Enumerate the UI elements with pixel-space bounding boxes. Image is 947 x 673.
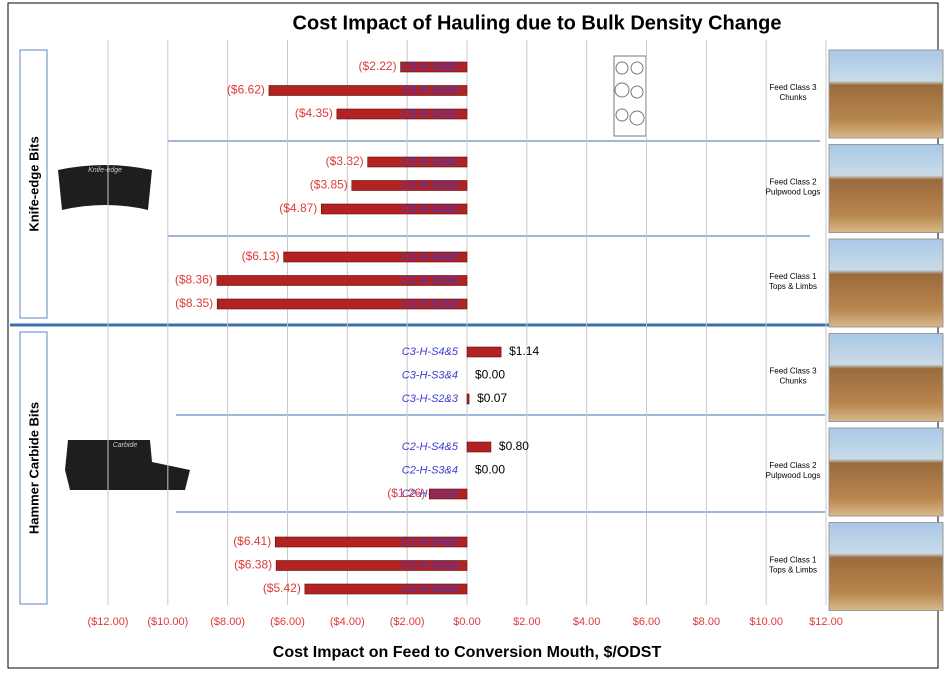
photo	[828, 522, 944, 611]
feed-class-label: Chunks	[779, 93, 806, 102]
value-label: ($3.32)	[326, 154, 364, 168]
bar	[336, 108, 468, 120]
value-label: $1.14	[509, 344, 539, 358]
bar	[466, 346, 502, 358]
x-tick-label: ($6.00)	[270, 616, 305, 628]
category-label: C1-K-S3&4	[402, 274, 458, 286]
group-label: Hammer Carbide Bits	[26, 402, 41, 534]
value-label: ($6.38)	[234, 558, 272, 572]
bar	[321, 203, 468, 215]
value-label: ($4.35)	[295, 106, 333, 120]
category-label: C1-H-S4&5	[402, 536, 459, 548]
feed-class-label: Tops & Limbs	[769, 566, 817, 575]
value-label: ($4.87)	[279, 201, 317, 215]
group-box	[19, 331, 48, 605]
value-label: ($6.13)	[242, 249, 280, 263]
x-tick-label: ($8.00)	[210, 616, 245, 628]
category-label: C3-K-S3&4	[402, 84, 458, 96]
bar	[275, 560, 468, 571]
category-label: C1-H-S2&3	[402, 583, 459, 595]
x-tick-label: $0.00	[453, 616, 481, 628]
feed-class-label: Feed Class 1	[769, 556, 817, 565]
bar	[268, 85, 468, 96]
bar	[367, 156, 468, 168]
x-axis-label: Cost Impact on Feed to Conversion Mouth,…	[273, 644, 662, 661]
value-label: ($6.41)	[233, 534, 271, 548]
value-label: ($8.36)	[175, 273, 213, 287]
category-label: C2-K-S2&3	[402, 203, 459, 215]
bar	[351, 180, 468, 191]
x-tick-label: $6.00	[633, 616, 661, 628]
x-tick-label: ($2.00)	[390, 616, 425, 628]
feed-class-label: Pulpwood Logs	[766, 471, 821, 480]
bar	[216, 275, 468, 286]
photo	[828, 49, 944, 139]
tool-image	[65, 440, 190, 490]
category-label: C3-H-S3&4	[402, 369, 458, 381]
feed-class-label: Chunks	[779, 377, 806, 386]
feed-class-label: Pulpwood Logs	[766, 188, 821, 197]
value-label: ($2.22)	[359, 59, 397, 73]
x-tick-label: $2.00	[513, 616, 541, 628]
bar	[400, 61, 468, 73]
value-label: $0.80	[499, 439, 529, 453]
category-label: C2-H-S2&3	[402, 488, 459, 500]
tool-label: Knife-edge	[88, 167, 122, 174]
bar	[216, 298, 468, 310]
value-label: ($3.85)	[310, 178, 348, 192]
x-tick-label: ($4.00)	[330, 616, 365, 628]
bar	[429, 488, 468, 500]
feed-class-label: Tops & Limbs	[769, 282, 817, 291]
value-label: ($8.35)	[175, 296, 213, 310]
category-label: C2-H-S4&5	[402, 441, 459, 453]
category-label: C2-H-S3&4	[402, 464, 458, 476]
value-label: $0.00	[475, 368, 505, 382]
category-label: C3-K-S4&5	[402, 61, 459, 73]
group-box	[19, 49, 48, 319]
x-tick-label: ($10.00)	[147, 616, 188, 628]
value-label: $0.00	[475, 463, 505, 477]
x-tick-label: $8.00	[693, 616, 721, 628]
category-label: C3-H-S4&5	[402, 346, 459, 358]
category-label: C1-K-S2&3	[402, 298, 459, 310]
category-label: C1-K-S4&5	[402, 251, 459, 263]
bar	[274, 536, 468, 548]
feed-class-label: Feed Class 2	[769, 461, 817, 470]
feed-class-label: Feed Class 3	[769, 367, 817, 376]
category-label: C1-H-S3&4	[402, 559, 458, 571]
photo	[828, 238, 944, 328]
category-label: C3-K-S2&3	[402, 108, 459, 120]
photo	[828, 427, 944, 517]
chunk-icon	[613, 55, 647, 137]
group-label: Knife-edge Bits	[26, 136, 41, 231]
photo	[828, 144, 944, 233]
tool-image	[58, 165, 152, 210]
tool-label: Carbide	[113, 442, 138, 449]
x-tick-label: $12.00	[809, 616, 843, 628]
feed-class-label: Feed Class 2	[769, 178, 817, 187]
value-label: $0.07	[477, 391, 507, 405]
photo	[828, 333, 944, 422]
bar	[466, 393, 470, 405]
bar	[466, 441, 492, 453]
bar	[283, 251, 468, 263]
x-tick-label: $4.00	[573, 616, 601, 628]
feed-class-label: Feed Class 3	[769, 83, 817, 92]
category-label: C2-K-S3&4	[402, 179, 458, 191]
bar	[304, 583, 468, 595]
value-label: ($1.26)	[387, 486, 425, 500]
value-label: ($5.42)	[263, 581, 301, 595]
category-label: C3-H-S2&3	[402, 393, 459, 405]
value-label: ($6.62)	[227, 83, 265, 97]
x-tick-label: ($12.00)	[88, 616, 129, 628]
category-label: C2-K-S4&5	[402, 156, 459, 168]
x-tick-label: $10.00	[749, 616, 783, 628]
chart-title: Cost Impact of Hauling due to Bulk Densi…	[293, 12, 782, 34]
feed-class-label: Feed Class 1	[769, 272, 817, 281]
